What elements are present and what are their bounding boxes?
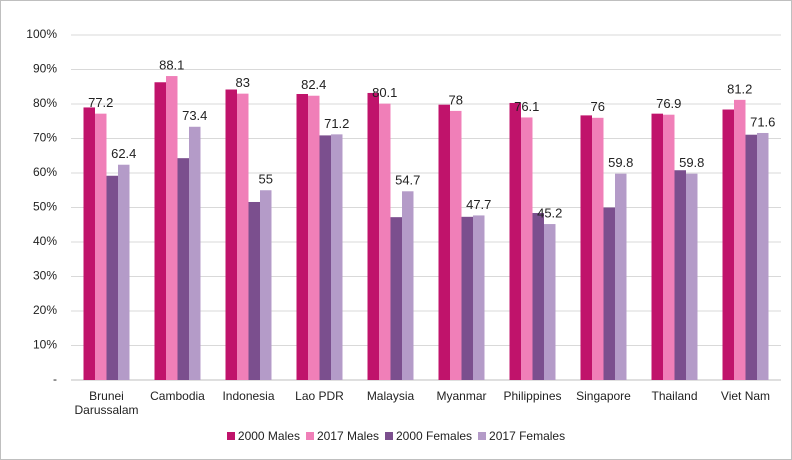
- value-label: 83: [236, 75, 250, 90]
- y-tick-label: -: [53, 372, 57, 386]
- x-tick-label: Cambodia: [150, 389, 205, 403]
- legend-swatch: [226, 432, 235, 440]
- bar: [390, 217, 402, 380]
- value-label: 82.4: [301, 77, 326, 92]
- bar: [331, 134, 343, 380]
- value-label: 71.6: [750, 114, 775, 129]
- bar: [745, 134, 757, 380]
- bar: [438, 104, 450, 380]
- legend-swatch: [478, 432, 487, 440]
- bar: [260, 190, 272, 380]
- bar: [603, 207, 615, 380]
- legend-label: 2017 Males: [316, 429, 379, 443]
- bar: [402, 191, 414, 380]
- value-label: 71.2: [324, 116, 349, 131]
- bar: [83, 107, 95, 380]
- legend-item: 2017 Females: [478, 429, 565, 443]
- value-label: 62.4: [111, 146, 136, 161]
- value-label: 76.9: [656, 96, 681, 111]
- value-label: 76.1: [514, 99, 539, 114]
- y-tick-label: 90%: [33, 62, 57, 76]
- value-label: 88.1: [159, 57, 184, 72]
- y-tick-label: 60%: [33, 165, 57, 179]
- bar: [319, 135, 331, 380]
- x-tick-label: Philippines: [503, 389, 562, 403]
- bar: [722, 109, 734, 381]
- bar: [379, 103, 391, 380]
- bar: [237, 93, 249, 381]
- bar: [154, 82, 166, 380]
- value-label: 81.2: [727, 81, 752, 96]
- y-tick-label: 40%: [33, 234, 57, 248]
- bar: [509, 102, 521, 380]
- legend-swatch: [385, 432, 393, 440]
- bar: [461, 216, 473, 380]
- bar: [166, 76, 178, 381]
- bar: [757, 132, 769, 380]
- value-label: 55: [259, 172, 273, 187]
- bar: [521, 117, 533, 380]
- x-tick-label: Brunei Darussalam: [74, 389, 139, 417]
- x-tick-label: Indonesia: [222, 389, 275, 403]
- x-tick-label: Myanmar: [436, 389, 487, 403]
- bar: [532, 213, 544, 380]
- bar: [189, 126, 201, 381]
- y-tick-label: 100%: [26, 27, 57, 41]
- x-tick-label: Viet Nam: [720, 389, 771, 403]
- value-label: 77.2: [88, 95, 113, 110]
- bar: [580, 115, 592, 380]
- bar: [118, 164, 130, 380]
- bar: [615, 173, 627, 380]
- bar: [592, 117, 604, 381]
- legend-label: 2000 Males: [237, 429, 300, 443]
- value-label: 59.8: [608, 155, 633, 170]
- bar: [225, 89, 237, 380]
- y-tick-label: 10%: [33, 338, 57, 352]
- y-tick-label: 70%: [33, 131, 57, 145]
- value-label: 80.1: [372, 85, 397, 100]
- value-label: 54.7: [395, 173, 420, 188]
- bar: [177, 158, 189, 380]
- bar: [248, 201, 260, 380]
- legend-label: 2000 Females: [396, 429, 473, 443]
- x-tick-label: Malaysia: [366, 389, 415, 403]
- bar: [686, 173, 698, 380]
- bar: [450, 110, 462, 381]
- value-label: 47.7: [466, 197, 491, 212]
- bar: [308, 95, 320, 380]
- legend-item: 2000 Females: [385, 429, 472, 443]
- y-tick-label: 50%: [33, 200, 57, 214]
- y-tick-label: 80%: [33, 96, 57, 110]
- x-tick-label: Lao PDR: [295, 389, 344, 403]
- bar: [296, 93, 308, 381]
- x-tick-label: Thailand: [651, 389, 698, 403]
- bar: [663, 114, 675, 380]
- bar: [651, 113, 663, 380]
- value-label: 73.4: [182, 108, 207, 123]
- bar: [473, 215, 485, 380]
- bar: [544, 224, 556, 380]
- legend-item: 2000 Males: [226, 429, 300, 443]
- value-label: 78: [449, 92, 463, 107]
- bar: [734, 99, 746, 381]
- legend-item: 2017 Males: [305, 429, 379, 443]
- y-tick-label: 20%: [33, 303, 57, 317]
- x-tick-label: Singapore: [576, 389, 631, 403]
- value-label: 76: [591, 99, 605, 114]
- legend: 2000 Males 2017 Males 2000 Females 2017 Fem…: [1, 429, 791, 443]
- value-label: 45.2: [537, 205, 562, 220]
- legend-label: 2017 Females: [489, 429, 566, 443]
- bar: [674, 170, 686, 380]
- legend-swatch: [305, 432, 314, 440]
- bar: [106, 175, 118, 380]
- bar: [367, 92, 379, 381]
- y-tick-label: 30%: [33, 269, 57, 283]
- bar: [95, 113, 107, 380]
- value-label: 59.8: [679, 155, 704, 170]
